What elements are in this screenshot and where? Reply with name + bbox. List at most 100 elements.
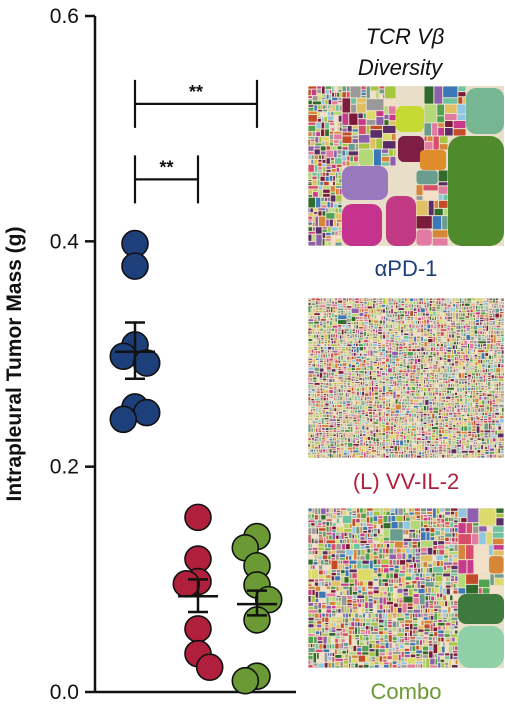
treemap-clone-cell <box>324 582 329 584</box>
treemap-clone-cell <box>363 662 369 664</box>
treemap-clone-cell <box>352 603 358 607</box>
treemap-clone-cell <box>382 349 385 352</box>
treemap-clone-cell <box>402 603 407 613</box>
treemap-clone-cell <box>323 570 326 575</box>
treemap-clone-cell <box>332 530 336 532</box>
treemap-clone-cell <box>403 535 409 538</box>
treemap-clone-cell <box>465 361 467 364</box>
treemap-clone-cell <box>495 323 498 325</box>
treemap-clone-cell <box>496 426 498 430</box>
treemap-clone-cell <box>385 454 389 455</box>
treemap-clone-cell <box>420 508 427 512</box>
treemap-clone-cell <box>465 453 468 456</box>
treemap-clone-cell <box>489 323 493 325</box>
treemap-clone-cell <box>364 437 366 442</box>
treemap-clone-cell <box>323 404 325 407</box>
treemap-clone-cell <box>388 515 391 523</box>
treemap-clone-cell <box>323 397 326 401</box>
treemap-clone-cell <box>416 438 421 440</box>
treemap-clone-cell <box>484 315 489 317</box>
treemap-clone-cell <box>331 590 336 593</box>
treemap-clone-cell <box>389 418 391 422</box>
treemap-clone-cell <box>459 317 465 320</box>
treemap-clone-cell <box>373 533 377 537</box>
treemap-clone-cell <box>320 176 325 181</box>
treemap-clone-cell <box>446 402 448 406</box>
treemap-clone-cell <box>456 304 458 309</box>
treemap-clone-cell <box>338 371 344 374</box>
treemap-clone-cell <box>385 335 390 337</box>
treemap-clone-cell <box>391 579 393 584</box>
treemap-clone-cell <box>445 541 451 544</box>
treemap-clone-cell <box>403 432 407 435</box>
treemap-clone-cell <box>486 313 489 315</box>
treemap-clone-cell <box>337 386 340 389</box>
treemap-clone-cell <box>414 358 417 365</box>
treemap-clone-cell <box>352 338 354 343</box>
treemap-clone-cell <box>461 333 463 336</box>
treemap-clone-cell <box>435 425 439 427</box>
treemap-clone-cell <box>472 431 476 433</box>
treemap-clone-cell <box>445 515 450 517</box>
treemap-clone-cell <box>481 453 485 455</box>
treemap-clone-cell <box>439 355 443 357</box>
treemap-clone-cell <box>390 156 396 166</box>
treemap-clone-cell <box>499 331 501 334</box>
treemap-clone-cell <box>429 379 432 382</box>
treemap-clone-cell <box>366 432 370 434</box>
treemap-clone-cell <box>353 453 355 458</box>
treemap-clone-cell <box>422 580 425 585</box>
treemap-clone-cell <box>322 427 325 430</box>
treemap-clone-cell <box>404 391 406 394</box>
treemap-clone-cell <box>347 539 350 544</box>
treemap-clone-cell <box>468 436 472 438</box>
treemap-clone-cell <box>388 355 389 358</box>
treemap-clone-cell <box>362 387 365 391</box>
treemap-clone-cell <box>358 344 363 346</box>
treemap-clone-cell <box>385 442 389 444</box>
treemap-panel-2 <box>308 298 504 458</box>
treemap-clone-cell <box>315 432 316 436</box>
treemap-clone-cell <box>365 630 367 635</box>
treemap-clone-cell <box>355 534 357 539</box>
treemap-clone-cell <box>373 576 377 579</box>
treemap-clone-cell <box>452 341 454 345</box>
treemap-clone-cell <box>352 630 355 635</box>
treemap-clone-cell <box>422 305 424 308</box>
treemap-clone-cell <box>315 634 320 636</box>
treemap-clone-cell <box>358 401 361 404</box>
treemap-clone-cell <box>318 407 323 409</box>
treemap-clone-cell <box>389 376 394 379</box>
treemap-clone-cell <box>331 570 336 572</box>
treemap-clone-cell <box>430 577 433 582</box>
treemap-clone-cell <box>322 453 326 455</box>
treemap-clone-cell <box>356 356 361 358</box>
treemap-clone-cell <box>356 358 359 362</box>
treemap-clone-cell <box>329 94 332 99</box>
treemap-panel-3 <box>308 508 504 668</box>
treemap-clone-cell <box>380 377 382 380</box>
treemap-clone-cell <box>379 437 382 440</box>
treemap-clone-cell <box>321 508 326 515</box>
treemap-clone-cell <box>409 447 410 450</box>
treemap-clone-cell <box>327 202 330 208</box>
treemap-clone-cell <box>442 387 445 390</box>
treemap-clone-cell <box>481 336 485 339</box>
treemap-clone-cell <box>397 446 400 451</box>
treemap-clone-cell <box>467 374 472 377</box>
treemap-clone-cell <box>342 132 352 136</box>
treemap-clone-cell <box>460 408 463 411</box>
treemap-clone-cell <box>371 380 374 387</box>
treemap-clone-cell <box>431 444 435 446</box>
treemap-clone-cell <box>397 386 401 388</box>
treemap-clone-cell <box>338 315 347 320</box>
treemap-clone-cell <box>376 369 380 371</box>
treemap-clone-cell <box>333 144 339 146</box>
treemap-clone-cell <box>429 398 432 401</box>
treemap-clone-cell <box>392 329 398 332</box>
treemap-clone-cell <box>364 317 368 319</box>
treemap-clone-cell <box>468 354 470 358</box>
treemap-clone-cell <box>458 454 461 456</box>
treemap-clone-cell <box>385 86 396 99</box>
treemap-clone-cell <box>417 298 419 302</box>
